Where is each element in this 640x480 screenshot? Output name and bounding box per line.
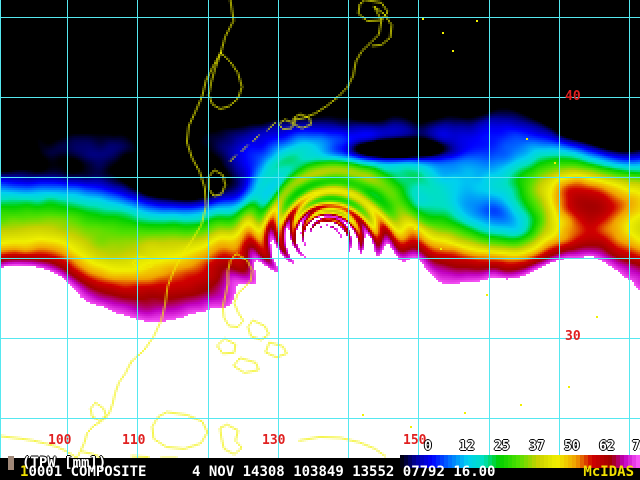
product-title: (TPW [mm]) xyxy=(22,455,107,471)
colorbar-swatch xyxy=(504,455,508,468)
colorbar-swatch xyxy=(588,455,592,468)
colorbar-swatch xyxy=(516,455,520,468)
colorbar-swatch xyxy=(440,455,444,468)
colorbar-swatch xyxy=(548,455,552,468)
tpw-colorbar[interactable] xyxy=(400,455,640,468)
colorbar-swatch xyxy=(592,455,596,468)
tpw-raster-map[interactable]: 40 30 100 110 130 150 xyxy=(0,0,640,458)
time-fields-label: 103849 13552 07792 16.00 xyxy=(293,464,496,480)
colorbar-swatch xyxy=(544,455,548,468)
latitude-label: 40 xyxy=(565,89,581,104)
colorbar-swatch xyxy=(484,455,488,468)
colorbar-swatch xyxy=(584,455,588,468)
colorbar-swatch xyxy=(412,455,416,468)
longitude-label: 100 xyxy=(48,433,72,448)
colorbar-swatch xyxy=(556,455,560,468)
colorbar-swatch xyxy=(476,455,480,468)
colorbar-swatch xyxy=(432,455,436,468)
colorbar-swatch xyxy=(576,455,580,468)
colorbar-swatch xyxy=(564,455,568,468)
source-label: McIDAS xyxy=(583,464,634,480)
sequence-prefix: 1 xyxy=(20,464,29,480)
colorbar-swatch xyxy=(428,455,432,468)
colorbar-swatch xyxy=(528,455,532,468)
colorbar-swatch xyxy=(460,455,464,468)
colorbar-swatch xyxy=(508,455,512,468)
julian-day-label: 14308 xyxy=(242,464,285,480)
colorbar-swatch xyxy=(448,455,452,468)
colorbar-swatch xyxy=(524,455,528,468)
longitude-label: 110 xyxy=(122,433,146,448)
colorbar-swatch xyxy=(572,455,576,468)
colorbar-swatch xyxy=(628,455,632,468)
colorbar-swatch xyxy=(456,455,460,468)
colorbar-swatch xyxy=(404,455,408,468)
colorbar-swatch xyxy=(424,455,428,468)
colorbar-swatch xyxy=(612,455,616,468)
tpw-heatmap-canvas[interactable] xyxy=(0,0,640,458)
colorbar-swatch xyxy=(436,455,440,468)
colorbar-swatch xyxy=(552,455,556,468)
colorbar-swatch xyxy=(496,455,500,468)
composite-label: COMPOSITE xyxy=(70,464,147,480)
colorbar-swatch xyxy=(472,455,476,468)
longitude-label: 150 xyxy=(403,433,427,448)
colorbar-swatch xyxy=(608,455,612,468)
colorbar-swatch xyxy=(636,455,640,468)
colorbar-swatch xyxy=(520,455,524,468)
colorbar-swatch xyxy=(632,455,636,468)
colorbar-swatch xyxy=(420,455,424,468)
colorbar-swatch xyxy=(488,455,492,468)
colorbar-swatch xyxy=(560,455,564,468)
colorbar-swatch xyxy=(568,455,572,468)
sequence-number: 0001 xyxy=(28,464,63,480)
colorbar-swatch xyxy=(408,455,412,468)
colorbar-swatch xyxy=(464,455,468,468)
colorbar-swatch xyxy=(500,455,504,468)
footer-timestamp: 4 NOV 14308 103849 13552 07792 16.00 xyxy=(192,464,495,480)
colorbar-swatch xyxy=(512,455,516,468)
colorbar-swatch xyxy=(416,455,420,468)
latitude-label: 30 xyxy=(565,329,581,344)
colorbar-swatch xyxy=(532,455,536,468)
colorbar-swatch xyxy=(596,455,600,468)
colorbar-swatch xyxy=(536,455,540,468)
footer-sequence-group: 10001 COMPOSITE xyxy=(20,464,146,480)
colorbar-swatch xyxy=(452,455,456,468)
colorbar-swatch xyxy=(620,455,624,468)
colorbar-swatch xyxy=(492,455,496,468)
colorbar-swatch xyxy=(400,455,404,468)
colorbar-swatch xyxy=(468,455,472,468)
colorbar-swatch xyxy=(616,455,620,468)
colorbar-swatch xyxy=(624,455,628,468)
colorbar-swatch xyxy=(604,455,608,468)
colorbar-swatch xyxy=(480,455,484,468)
colorbar-swatch xyxy=(444,455,448,468)
colorbar-swatch xyxy=(540,455,544,468)
colorbar-swatch xyxy=(580,455,584,468)
date-label: 4 NOV xyxy=(192,464,235,480)
colorbar-swatch xyxy=(600,455,604,468)
legend-swatch xyxy=(8,456,14,470)
longitude-label: 130 xyxy=(262,433,286,448)
footer-bar: 10001 COMPOSITE 4 NOV 14308 103849 13552… xyxy=(0,464,640,480)
